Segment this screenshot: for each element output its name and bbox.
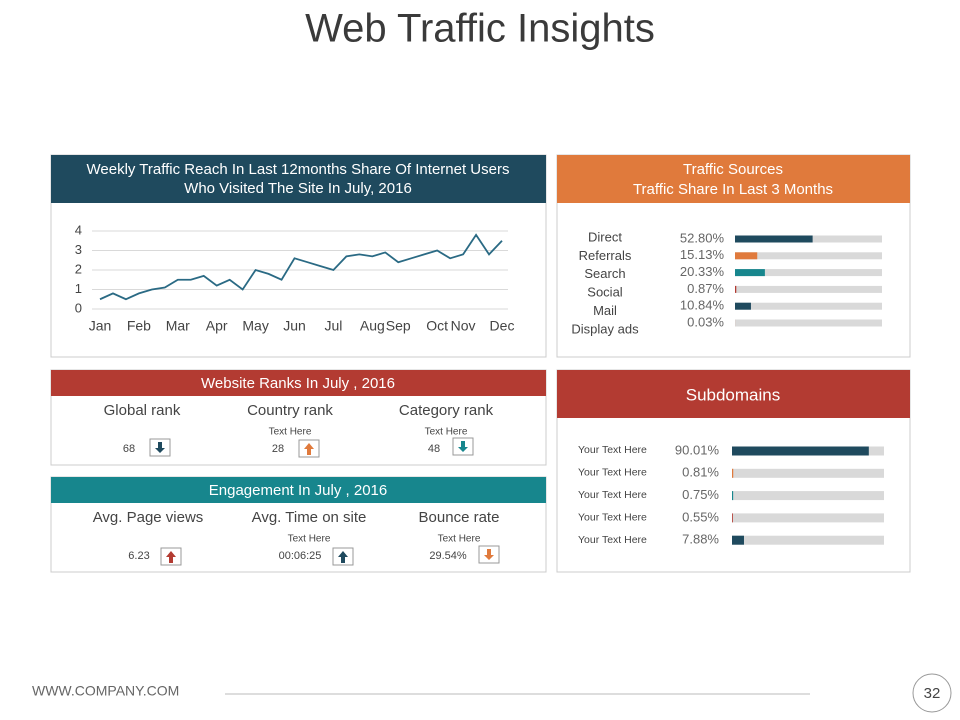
x-tick-label: Dec — [490, 318, 515, 334]
category-label: Mail — [593, 303, 617, 318]
panel-header — [51, 370, 546, 396]
panel-title: Engagement In July , 2016 — [209, 482, 387, 499]
category-label: Your Text Here — [578, 489, 647, 501]
metric-value: 48 — [428, 443, 440, 455]
value-label: 10.84% — [680, 298, 725, 313]
metric-value: 68 — [123, 443, 135, 455]
x-tick-label: May — [242, 318, 268, 334]
value-label: 20.33% — [680, 264, 725, 279]
x-tick-label: Jan — [89, 318, 112, 334]
value-label: 0.75% — [682, 487, 719, 502]
category-label: Referrals — [579, 248, 632, 263]
bar — [732, 513, 733, 523]
arrow-down-icon — [149, 438, 171, 457]
metric-label: Category rank — [399, 402, 494, 419]
metric-value: 28 — [272, 443, 284, 455]
bar-track — [735, 285, 882, 293]
metric-note: Text Here — [288, 534, 331, 545]
y-tick-label: 1 — [75, 281, 82, 296]
page-number: 32 — [924, 685, 941, 702]
bar — [732, 491, 734, 501]
y-tick-label: 0 — [75, 300, 82, 315]
arrow-down-icon — [452, 437, 474, 456]
x-tick-label: Mar — [166, 318, 190, 334]
metric-label: Avg. Time on site — [252, 509, 367, 526]
title: Web Traffic Insights — [305, 7, 655, 51]
panel-header — [51, 477, 546, 503]
bar — [732, 446, 869, 456]
value-label: 0.03% — [687, 314, 724, 329]
panel-title: Who Visited The Site In July, 2016 — [184, 180, 412, 197]
panel-title: Traffic Sources — [683, 161, 783, 178]
panel-header — [51, 155, 546, 203]
bar — [735, 285, 737, 293]
metric-value: 6.23 — [128, 550, 149, 562]
footer-website: WWW.COMPANY.COM — [32, 683, 179, 699]
value-label: 52.80% — [680, 230, 725, 245]
y-tick-label: 2 — [75, 261, 82, 276]
value-label: 0.87% — [687, 281, 724, 296]
bar-track — [732, 468, 884, 478]
category-label: Your Text Here — [578, 511, 647, 523]
panel-title: Traffic Share In Last 3 Months — [633, 181, 833, 198]
bar-track — [735, 302, 882, 310]
arrow-up-icon — [332, 547, 354, 566]
page-badge — [912, 673, 952, 713]
x-tick-label: Feb — [127, 318, 151, 334]
panel-header — [557, 370, 910, 418]
arrow-down-icon — [478, 545, 500, 564]
y-tick-label: 4 — [75, 222, 82, 237]
category-label: Display ads — [571, 321, 639, 336]
category-label: Social — [587, 285, 623, 300]
bar-track — [735, 252, 882, 260]
value-label: 7.88% — [682, 532, 719, 547]
metric-label: Country rank — [247, 402, 333, 419]
category-label: Your Text Here — [578, 444, 647, 456]
x-tick-label: Apr — [206, 318, 228, 334]
bar — [732, 535, 744, 545]
bar-track — [732, 535, 884, 545]
arrow-up-icon — [298, 439, 320, 458]
panel-title: Website Ranks In July , 2016 — [201, 375, 395, 392]
x-tick-label: Sep — [386, 318, 411, 334]
category-label: Your Text Here — [578, 534, 647, 546]
value-label: 0.81% — [682, 465, 719, 480]
metric-label: Bounce rate — [419, 509, 500, 526]
bar-track — [735, 319, 882, 327]
metric-label: Avg. Page views — [93, 509, 204, 526]
arrow-up-icon — [160, 547, 182, 566]
x-tick-label: Aug — [360, 318, 385, 334]
panel-title: Weekly Traffic Reach In Last 12months Sh… — [87, 161, 510, 178]
metric-label: Global rank — [104, 402, 181, 419]
bar-track — [732, 513, 884, 523]
metric-value: 00:06:25 — [279, 550, 322, 562]
metric-note: Text Here — [269, 427, 312, 438]
value-label: 15.13% — [680, 247, 725, 262]
metric-note: Text Here — [425, 427, 468, 438]
x-tick-label: Nov — [451, 318, 476, 334]
category-label: Your Text Here — [578, 466, 647, 478]
value-label: 0.55% — [682, 509, 719, 524]
bar — [732, 468, 734, 478]
bar-track — [735, 269, 882, 277]
bar-track — [732, 491, 884, 501]
x-tick-label: Jul — [324, 318, 342, 334]
bar — [735, 252, 758, 260]
metric-value: 29.54% — [429, 550, 467, 562]
x-tick-label: Jun — [283, 318, 306, 334]
panel-title: Subdomains — [686, 385, 781, 404]
value-label: 90.01% — [675, 442, 720, 457]
bar — [735, 302, 751, 310]
category-label: Search — [584, 266, 625, 281]
x-tick-label: Oct — [426, 318, 448, 334]
line-series — [99, 233, 503, 301]
panel-header — [557, 155, 910, 203]
y-tick-label: 3 — [75, 242, 82, 257]
bar — [735, 235, 813, 243]
metric-note: Text Here — [438, 534, 481, 545]
category-label: Direct — [588, 229, 622, 244]
bar — [735, 269, 765, 277]
